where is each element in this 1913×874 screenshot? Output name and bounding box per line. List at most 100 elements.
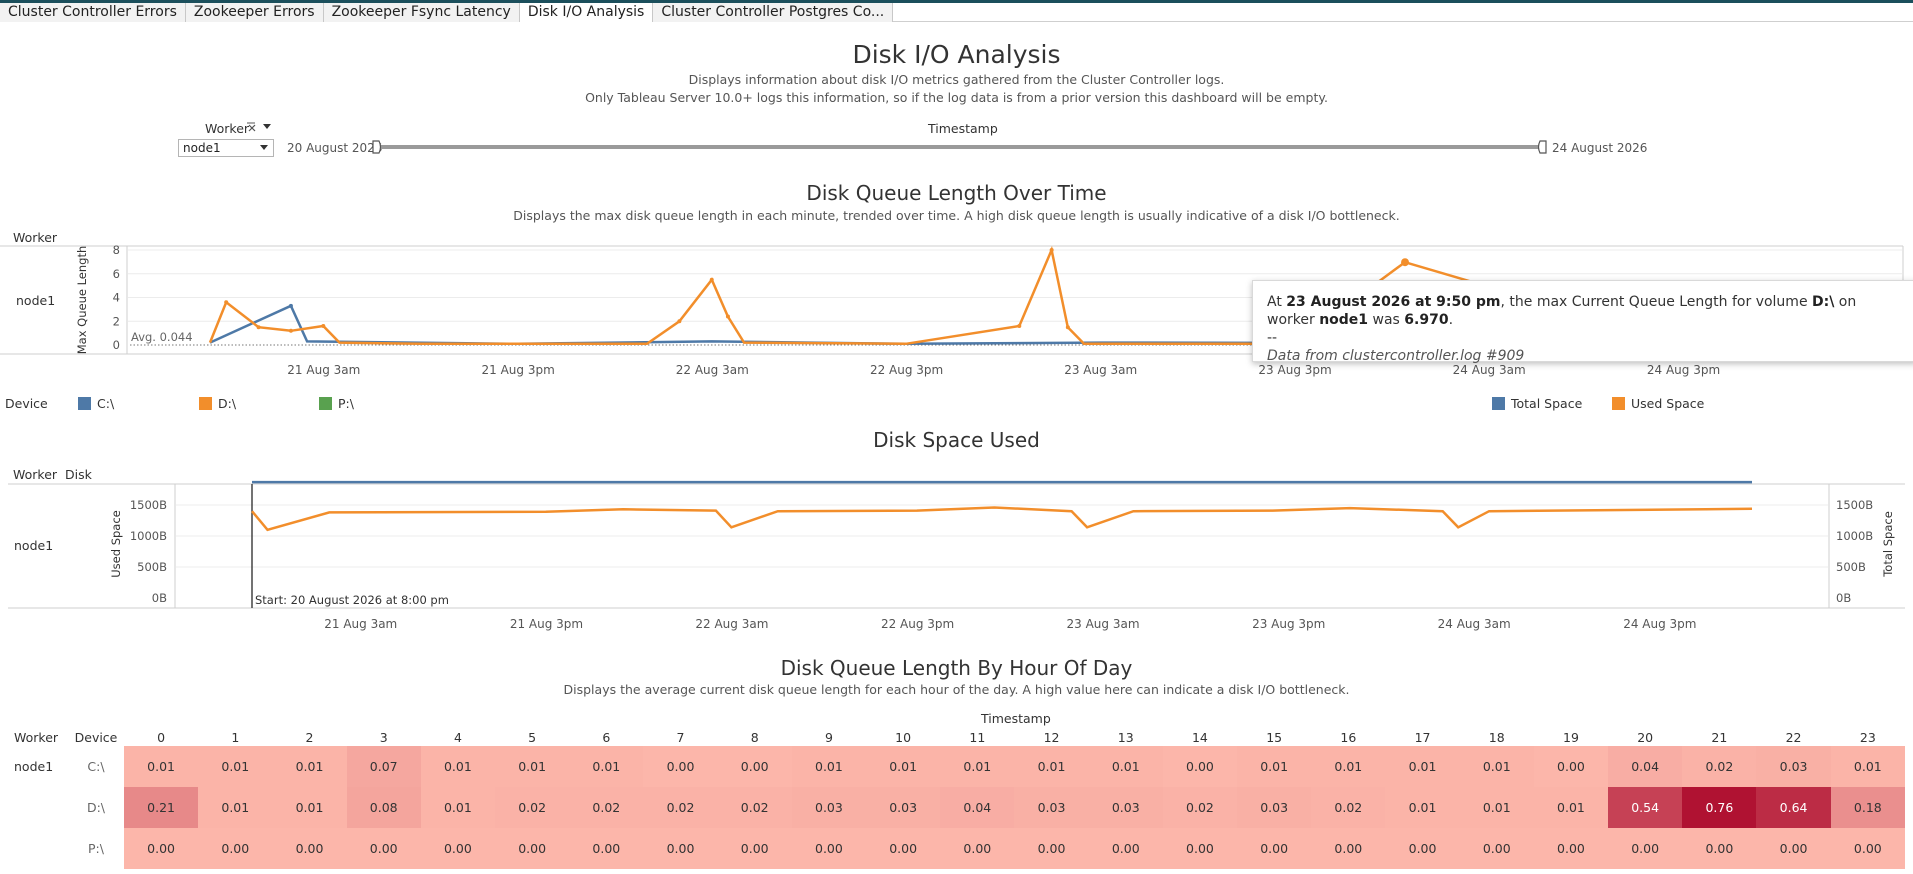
heatmap-cell[interactable]: 0.00 [643, 828, 718, 869]
heatmap-cell[interactable]: 0.01 [124, 746, 199, 787]
heatmap-cell[interactable]: 0.00 [791, 828, 867, 869]
heatmap-cell[interactable]: 0.01 [1014, 746, 1089, 787]
heatmap-cell[interactable]: 0.00 [1088, 828, 1163, 869]
slider-start-handle[interactable] [372, 140, 382, 154]
heatmap-cell[interactable]: 0.00 [124, 828, 199, 869]
queue-point[interactable] [288, 328, 293, 333]
heatmap-cell[interactable]: 0.00 [1533, 746, 1609, 787]
heatmap-cell[interactable]: 0.00 [1162, 746, 1238, 787]
heatmap-cell[interactable]: 0.00 [1682, 828, 1757, 869]
queue-point[interactable] [321, 324, 326, 328]
heatmap-cell[interactable]: 0.01 [1385, 746, 1460, 787]
heatmap-cell[interactable]: 0.03 [791, 787, 867, 828]
timestamp-range-slider[interactable] [370, 138, 1550, 156]
filter-menu-icon[interactable] [263, 124, 271, 129]
heatmap-cell[interactable]: 0.02 [495, 787, 570, 828]
heatmap-cell[interactable]: 0.21 [124, 787, 199, 828]
heatmap-cell[interactable]: 0.07 [346, 746, 421, 787]
heatmap-cell[interactable]: 0.02 [1311, 787, 1386, 828]
queue-point[interactable] [288, 303, 293, 308]
heatmap-cell[interactable]: 0.01 [198, 746, 273, 787]
tab-cluster-controller-errors[interactable]: Cluster Controller Errors [0, 3, 186, 22]
heatmap-cell[interactable]: 0.01 [420, 787, 496, 828]
queue-point[interactable] [224, 300, 229, 305]
heatmap-cell[interactable]: 0.18 [1830, 787, 1905, 828]
heatmap-cell[interactable]: 0.01 [1311, 746, 1386, 787]
heatmap-cell[interactable]: 0.01 [1459, 787, 1534, 828]
heatmap-cell[interactable]: 0.01 [420, 746, 496, 787]
heatmap-cell[interactable]: 0.01 [198, 787, 273, 828]
heatmap-cell[interactable]: 0.00 [1311, 828, 1386, 869]
queue-point[interactable] [725, 314, 730, 319]
heatmap-cell[interactable]: 0.02 [569, 787, 644, 828]
heatmap-cell[interactable]: 0.03 [1756, 746, 1831, 787]
tab-disk-io-analysis[interactable]: Disk I/O Analysis [519, 3, 654, 22]
heatmap-cell[interactable]: 0.03 [1014, 787, 1089, 828]
heatmap-cell[interactable]: 0.01 [272, 787, 347, 828]
slider-end-handle[interactable] [1537, 140, 1547, 154]
heatmap-cell[interactable]: 0.00 [717, 828, 792, 869]
heatmap-cell[interactable]: 0.64 [1756, 787, 1831, 828]
heatmap-cell[interactable]: 0.00 [569, 828, 644, 869]
tab-zookeeper-errors[interactable]: Zookeeper Errors [185, 3, 324, 22]
heatmap-cell[interactable]: 0.00 [1385, 828, 1460, 869]
heatmap-cell[interactable]: 0.01 [1533, 787, 1609, 828]
heatmap-cell[interactable]: 0.00 [1756, 828, 1831, 869]
heatmap-cell[interactable]: 0.01 [791, 746, 867, 787]
heatmap-cell[interactable]: 0.01 [940, 746, 1015, 787]
tab-cluster-controller-postgres[interactable]: Cluster Controller Postgres Co... [653, 3, 894, 22]
heatmap-cell[interactable]: 0.00 [1459, 828, 1534, 869]
queue-point[interactable] [1065, 325, 1070, 330]
heatmap-cell[interactable]: 0.01 [1385, 787, 1460, 828]
heatmap-cell[interactable]: 0.01 [569, 746, 644, 787]
heatmap-cell[interactable]: 0.00 [495, 828, 570, 869]
space-legend-item[interactable]: Total Space [1492, 396, 1582, 411]
heatmap-cell[interactable]: 0.00 [1830, 828, 1905, 869]
heatmap-cell[interactable]: 0.01 [1237, 746, 1312, 787]
queue-point[interactable] [677, 319, 682, 324]
heatmap-cell[interactable]: 0.00 [1162, 828, 1238, 869]
heatmap-cell[interactable]: 0.76 [1682, 787, 1757, 828]
highlighted-point[interactable] [1401, 258, 1410, 267]
heatmap-cell[interactable]: 0.04 [1608, 746, 1683, 787]
heatmap-cell[interactable]: 0.01 [1459, 746, 1534, 787]
heatmap-cell[interactable]: 0.00 [420, 828, 496, 869]
heatmap-cell[interactable]: 0.00 [717, 746, 792, 787]
heatmap-cell[interactable]: 0.54 [1608, 787, 1683, 828]
heatmap-cell[interactable]: 0.02 [643, 787, 718, 828]
heatmap-cell[interactable]: 0.00 [1533, 828, 1609, 869]
device-legend-item[interactable]: C:\ [78, 396, 114, 411]
device-legend-item[interactable]: P:\ [319, 396, 354, 411]
heatmap-cell[interactable]: 0.00 [940, 828, 1015, 869]
queue-point[interactable] [256, 325, 261, 330]
heatmap-cell[interactable]: 0.01 [272, 746, 347, 787]
heatmap-cell[interactable]: 0.00 [272, 828, 347, 869]
heatmap-cell[interactable]: 0.01 [1088, 746, 1163, 787]
heatmap-cell[interactable]: 0.00 [1237, 828, 1312, 869]
heatmap-cell[interactable]: 0.04 [940, 787, 1015, 828]
heatmap-cell[interactable]: 0.00 [1014, 828, 1089, 869]
heatmap-cell[interactable]: 0.02 [717, 787, 792, 828]
queue-point[interactable] [1049, 248, 1054, 252]
tab-zookeeper-fsync-latency[interactable]: Zookeeper Fsync Latency [323, 3, 520, 22]
queue-point[interactable] [709, 277, 714, 282]
heatmap-cell[interactable]: 0.02 [1162, 787, 1238, 828]
heatmap-cell[interactable]: 0.00 [643, 746, 718, 787]
heatmap-cell[interactable]: 0.01 [1830, 746, 1905, 787]
heatmap-cell[interactable]: 0.01 [495, 746, 570, 787]
heatmap-cell[interactable]: 0.03 [1237, 787, 1312, 828]
heatmap-cell[interactable]: 0.03 [1088, 787, 1163, 828]
queue-point[interactable] [1017, 324, 1022, 328]
heatmap-cell[interactable]: 0.02 [1682, 746, 1757, 787]
heatmap-cell[interactable]: 0.00 [198, 828, 273, 869]
device-legend-item[interactable]: D:\ [199, 396, 236, 411]
clear-filter-icon[interactable] [247, 122, 256, 132]
heatmap-cell[interactable]: 0.03 [866, 787, 941, 828]
heatmap-cell[interactable]: 0.08 [346, 787, 421, 828]
space-legend-item[interactable]: Used Space [1612, 396, 1704, 411]
worker-select[interactable]: node1 [178, 139, 274, 157]
heatmap-cell[interactable]: 0.01 [866, 746, 941, 787]
heatmap-cell[interactable]: 0.00 [866, 828, 941, 869]
heatmap-cell[interactable]: 0.00 [1608, 828, 1683, 869]
heatmap-cell[interactable]: 0.00 [346, 828, 421, 869]
